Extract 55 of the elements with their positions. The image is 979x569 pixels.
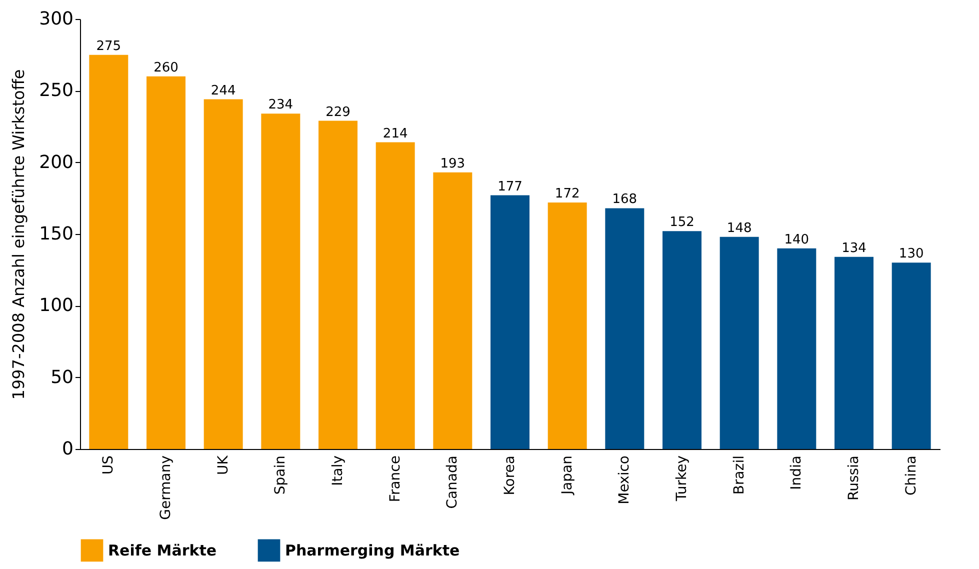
bar: [892, 262, 931, 449]
bar: [720, 236, 759, 449]
x-tick-label: China: [903, 456, 920, 496]
data-label: 234: [268, 98, 294, 113]
data-label: 193: [440, 156, 466, 172]
x-tick-label: US: [100, 455, 117, 475]
bar: [662, 231, 702, 449]
legend-label: Reife Märkte: [108, 541, 217, 560]
x-tick-label: Russia: [846, 456, 862, 501]
bar: [548, 202, 587, 449]
data-label: 229: [326, 104, 350, 120]
x-tick-label: Spain: [272, 456, 289, 495]
x-tick-label: Korea: [502, 456, 518, 496]
data-label: 214: [382, 126, 408, 142]
x-tick-label: Germany: [158, 456, 174, 520]
x-tick-label: India: [788, 456, 805, 490]
y-tick-label: 100: [39, 295, 74, 316]
data-label: 140: [784, 232, 810, 248]
bar: [777, 248, 816, 449]
y-tick-label: 200: [39, 152, 74, 173]
x-tick-label: France: [387, 456, 404, 502]
data-label: 260: [154, 60, 178, 76]
y-tick-label: 300: [39, 8, 74, 30]
x-tick-label: Japan: [559, 456, 576, 496]
x-tick-label: Turkey: [674, 456, 690, 502]
bar: [490, 195, 530, 449]
x-tick-label: Italy: [330, 456, 346, 486]
bar: [433, 172, 472, 449]
x-tick-label: UK: [215, 454, 232, 475]
data-label: 275: [96, 38, 122, 54]
data-label: 134: [842, 240, 866, 256]
bar: [261, 114, 300, 449]
bar: [376, 142, 415, 449]
bar: [834, 256, 874, 449]
y-tick-label: 150: [39, 224, 74, 244]
bar: [89, 54, 128, 449]
data-label: 152: [670, 215, 694, 230]
y-axis-title: 1997-2008 Anzahl eingeführte Wirkstoffe: [9, 69, 28, 400]
data-label: 148: [726, 220, 752, 236]
x-tick-label: Brazil: [731, 456, 748, 495]
y-tick-label: 50: [50, 366, 74, 388]
data-label: 244: [210, 83, 236, 98]
y-tick-label: 0: [62, 438, 74, 460]
x-tick-label: Canada: [444, 456, 461, 509]
data-label: 172: [554, 186, 580, 202]
bar: [605, 208, 644, 449]
y-tick-label: 250: [39, 80, 74, 102]
bar: [146, 76, 186, 449]
legend-label: Pharmerging Märkte: [285, 541, 460, 560]
bar: [204, 99, 243, 449]
x-tick-label: Mexico: [616, 456, 633, 504]
data-label: 130: [898, 246, 924, 262]
data-label: 177: [498, 179, 522, 194]
data-label: 168: [612, 192, 638, 208]
bar: [318, 120, 358, 449]
